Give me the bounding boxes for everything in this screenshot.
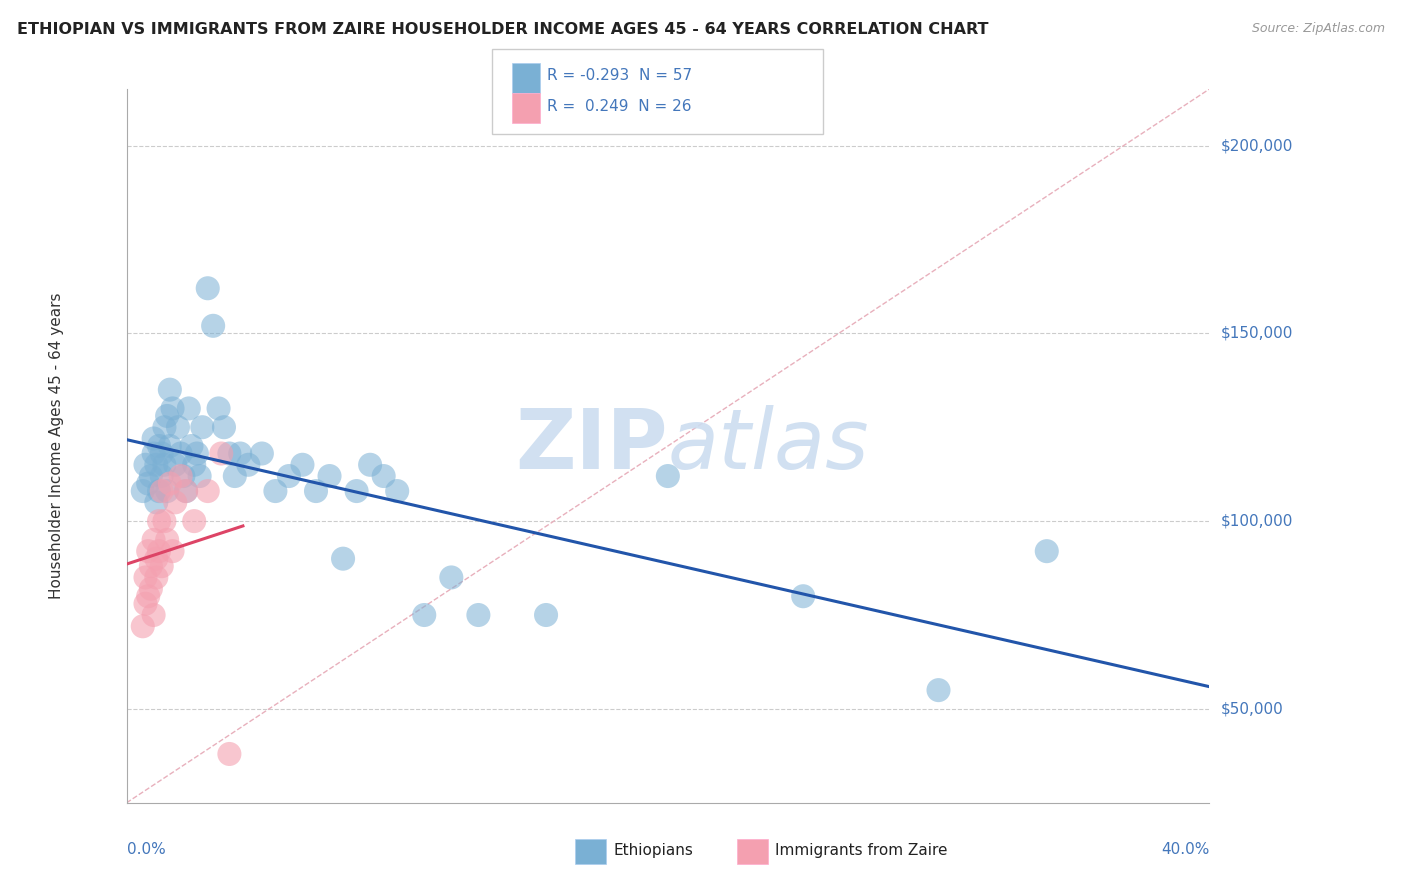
Point (145, 458, 167, 472)
Text: $100,000: $100,000 (1220, 514, 1292, 529)
Text: atlas: atlas (668, 406, 869, 486)
Text: Householder Income Ages 45 - 64 years: Householder Income Ages 45 - 64 years (49, 293, 63, 599)
Point (191, 420, 214, 434)
Point (373, 469, 395, 483)
Point (162, 544, 184, 558)
Point (165, 495, 187, 509)
Point (150, 446, 173, 460)
Point (148, 544, 170, 558)
Text: $150,000: $150,000 (1220, 326, 1292, 341)
Text: ZIP: ZIP (516, 406, 668, 486)
Text: Ethiopians: Ethiopians (613, 843, 693, 857)
Point (148, 514, 170, 528)
Point (169, 469, 191, 483)
Point (188, 469, 211, 483)
Point (134, 570, 156, 584)
Point (928, 683, 950, 698)
Point (162, 401, 184, 416)
Text: Source: ZipAtlas.com: Source: ZipAtlas.com (1251, 22, 1385, 36)
Point (305, 484, 328, 499)
Point (145, 551, 167, 566)
Point (250, 446, 273, 460)
Point (167, 420, 190, 434)
Point (197, 484, 219, 499)
Point (145, 570, 167, 584)
Point (150, 469, 173, 483)
Text: 0.0%: 0.0% (127, 842, 166, 856)
Point (209, 446, 232, 460)
Point (142, 432, 165, 446)
Point (1035, 544, 1059, 558)
Point (139, 469, 162, 483)
Point (183, 514, 205, 528)
Point (177, 401, 200, 416)
Point (134, 458, 156, 472)
Point (318, 469, 340, 483)
Point (145, 495, 167, 509)
Point (148, 484, 170, 499)
Point (142, 446, 165, 460)
Point (207, 401, 229, 416)
Point (413, 607, 436, 622)
Point (142, 607, 165, 622)
Text: R =  0.249  N = 26: R = 0.249 N = 26 (547, 99, 692, 114)
Point (174, 484, 197, 499)
Text: 40.0%: 40.0% (1161, 842, 1209, 856)
Point (169, 446, 191, 460)
Point (180, 439, 202, 453)
Point (148, 439, 170, 453)
Text: $200,000: $200,000 (1220, 138, 1292, 153)
Point (440, 570, 463, 584)
Point (264, 484, 287, 499)
Point (156, 409, 179, 423)
Point (153, 420, 176, 434)
Point (150, 559, 173, 574)
Point (291, 458, 314, 472)
Point (202, 318, 225, 333)
Point (156, 484, 179, 499)
Point (174, 484, 197, 499)
Point (136, 544, 159, 558)
Point (657, 469, 679, 483)
Point (136, 476, 159, 491)
Point (159, 439, 181, 453)
Text: R = -0.293  N = 57: R = -0.293 N = 57 (547, 69, 692, 84)
Point (153, 514, 176, 528)
Point (238, 458, 260, 472)
Point (134, 597, 156, 611)
Text: ETHIOPIAN VS IMMIGRANTS FROM ZAIRE HOUSEHOLDER INCOME AGES 45 - 64 YEARS CORRELA: ETHIOPIAN VS IMMIGRANTS FROM ZAIRE HOUSE… (17, 22, 988, 37)
Point (156, 533, 179, 547)
Text: $50,000: $50,000 (1220, 701, 1284, 716)
Point (332, 551, 354, 566)
Point (346, 484, 368, 499)
Point (359, 458, 381, 472)
Point (792, 589, 814, 603)
Point (278, 469, 301, 483)
Point (150, 484, 173, 499)
Point (159, 476, 181, 491)
Point (218, 446, 240, 460)
Point (186, 446, 208, 460)
Point (224, 469, 246, 483)
Point (534, 607, 557, 622)
Point (139, 582, 162, 596)
Point (142, 533, 165, 547)
Point (183, 458, 205, 472)
Point (139, 559, 162, 574)
Text: Immigrants from Zaire: Immigrants from Zaire (775, 843, 948, 857)
Point (136, 589, 159, 603)
Point (467, 607, 489, 622)
Point (132, 619, 155, 633)
Point (165, 458, 187, 472)
Point (159, 383, 181, 397)
Point (212, 420, 235, 434)
Point (218, 747, 240, 761)
Point (132, 484, 155, 499)
Point (197, 281, 219, 295)
Point (229, 446, 252, 460)
Point (385, 484, 409, 499)
Point (153, 458, 176, 472)
Point (172, 469, 194, 483)
